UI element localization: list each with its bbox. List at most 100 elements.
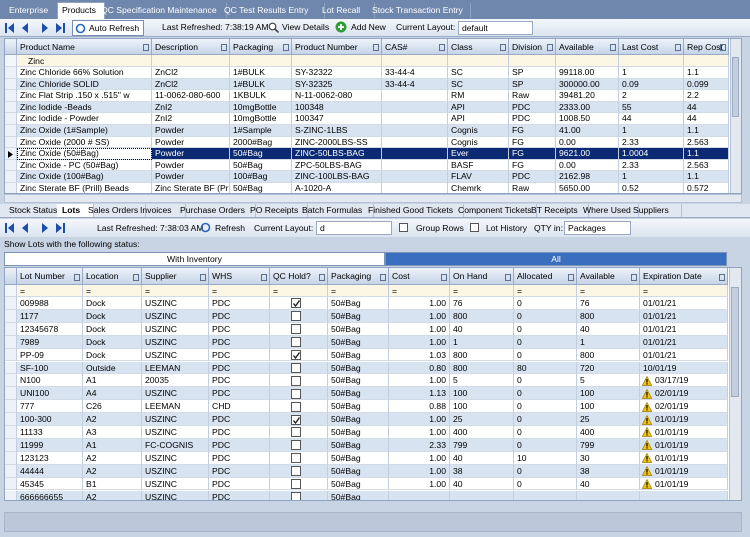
column-header[interactable]: Available	[556, 39, 619, 55]
grid-cell[interactable]: 10mgBottle	[230, 101, 292, 114]
row-selector[interactable]	[5, 136, 17, 149]
qc-hold-checkbox[interactable]	[291, 466, 301, 477]
horizontal-scrollbar[interactable]	[4, 194, 742, 203]
grid-cell[interactable]: Powder	[152, 125, 230, 137]
grid-cell[interactable]: 01/01/19	[640, 477, 728, 491]
grid-cell[interactable]: 0.572	[684, 183, 729, 193]
grid-cell[interactable]: CHD	[209, 400, 270, 414]
grid-cell[interactable]	[270, 426, 328, 439]
grid-cell[interactable]: 10	[514, 451, 577, 465]
grid-cell[interactable]: 100	[450, 387, 514, 401]
grid-cell[interactable]: 2000#Bag	[230, 136, 292, 149]
grid-cell[interactable]	[382, 113, 448, 125]
grid-cell[interactable]: 40	[577, 477, 640, 491]
qty-dropdown[interactable]: Packages	[564, 221, 631, 235]
grid-cell[interactable]: A2	[83, 451, 142, 465]
grid-cell[interactable]: 100347	[292, 113, 382, 125]
grid-cell[interactable]: SC	[448, 78, 509, 91]
row-selector[interactable]	[5, 335, 17, 349]
bottom-tab[interactable]: Sales Orders	[83, 204, 146, 217]
grid-cell[interactable]: 1#BULK	[230, 78, 292, 91]
grid-cell[interactable]: 799	[577, 438, 640, 452]
grid-cell[interactable]: PDC	[209, 322, 270, 336]
grid-cell[interactable]: Outside	[83, 361, 142, 375]
grid-cell[interactable]: 1.00	[389, 451, 450, 465]
grid-cell[interactable]: S-ZINC-1LBS	[292, 125, 382, 137]
grid-cell[interactable]: FG	[509, 136, 556, 149]
bottom-tab[interactable]: Finished Good Tickets	[363, 204, 464, 217]
grid-cell[interactable]: 40	[450, 477, 514, 491]
row-selector[interactable]	[5, 426, 17, 439]
qc-hold-checkbox[interactable]	[291, 453, 301, 464]
grid-cell[interactable]: 11-0062-080-600	[152, 90, 230, 102]
grid-cell[interactable]: Zinc Oxide (1#Sample)	[17, 125, 152, 137]
row-selector[interactable]	[5, 125, 17, 137]
qc-hold-checkbox[interactable]	[291, 298, 301, 309]
grid-cell[interactable]: Powder	[152, 148, 230, 160]
grid-cell[interactable]: 0	[514, 335, 577, 349]
grid-cell[interactable]: Zinc Oxide (100#Bag)	[17, 171, 152, 183]
grid-cell[interactable]: 1.03	[389, 348, 450, 362]
grid-cell[interactable]: 33-44-4	[382, 67, 448, 79]
grid-cell[interactable]: Zinc Chloride SOLID	[17, 78, 152, 91]
grid-cell[interactable]: USZINC	[142, 297, 209, 310]
scrollbar-thumb[interactable]	[732, 57, 739, 117]
grid-cell[interactable]: 11133	[17, 426, 83, 439]
filter-cell[interactable]: =	[270, 285, 328, 297]
auto-refresh-button[interactable]: Auto Refresh	[72, 20, 144, 36]
grid-cell[interactable]: ZINC-2000LBS-SS	[292, 136, 382, 149]
qc-hold-checkbox[interactable]	[291, 388, 301, 399]
row-selector[interactable]	[5, 67, 17, 79]
grid-cell[interactable]: A1	[83, 438, 142, 452]
grid-cell[interactable]: 50#Bag	[328, 413, 389, 426]
qc-hold-checkbox[interactable]	[291, 491, 301, 500]
column-header[interactable]: Last Cost	[619, 39, 684, 55]
grid-cell[interactable]: A-1020-A	[292, 183, 382, 193]
grid-cell[interactable]: 01/01/21	[640, 309, 728, 323]
grid-cell[interactable]: Dock	[83, 297, 142, 310]
grid-cell[interactable]: ZPC-50LBS-BAG	[292, 159, 382, 172]
grid-cell[interactable]: SY-32325	[292, 78, 382, 91]
column-header[interactable]: Product Number	[292, 39, 382, 55]
grid-cell[interactable]: 33-44-4	[382, 78, 448, 91]
grid-cell[interactable]: PDC	[209, 426, 270, 439]
grid-cell[interactable]: 10/01/19	[640, 361, 728, 375]
grid-cell[interactable]: 0	[514, 438, 577, 452]
grid-cell[interactable]: 50#Bag	[328, 451, 389, 465]
filter-cell[interactable]	[152, 55, 230, 67]
grid-cell[interactable]: 2.33	[389, 438, 450, 452]
filter-cell[interactable]: =	[17, 285, 83, 297]
top-tab[interactable]: Products	[57, 2, 105, 19]
grid-cell[interactable]: 100	[577, 387, 640, 401]
grid-cell[interactable]: 1	[619, 171, 684, 183]
grid-cell[interactable]: SC	[448, 67, 509, 79]
grid-cell[interactable]	[389, 490, 450, 500]
bottom-tab[interactable]: Suppliers	[628, 204, 682, 217]
layout-dropdown[interactable]: default	[458, 21, 533, 35]
grid-cell[interactable]: FG	[509, 148, 556, 160]
grid-cell[interactable]: API	[448, 101, 509, 114]
grid-cell[interactable]: 800	[450, 348, 514, 362]
grid-cell[interactable]: 2	[619, 90, 684, 102]
grid-cell[interactable]: 99118.00	[556, 67, 619, 79]
grid-cell[interactable]: USZINC	[142, 464, 209, 478]
bottom-tab[interactable]: Where Used	[578, 204, 639, 217]
grid-cell[interactable]: 2.563	[684, 159, 729, 172]
grid-cell[interactable]: 2.2	[684, 90, 729, 102]
grid-cell[interactable]: 02/01/19	[640, 400, 728, 414]
qc-hold-checkbox[interactable]	[291, 375, 301, 386]
grid-cell[interactable]: PDC	[209, 413, 270, 426]
grid-cell[interactable]: 50#Bag	[328, 297, 389, 310]
qc-hold-checkbox[interactable]	[291, 337, 301, 348]
grid-cell[interactable]: 2.563	[684, 136, 729, 149]
grid-cell[interactable]: 0.80	[389, 361, 450, 375]
grid-cell[interactable]: 100#Bag	[230, 171, 292, 183]
grid-cell[interactable]: 50#Bag	[328, 426, 389, 439]
grid-cell[interactable]: 50#Bag	[328, 387, 389, 401]
bottom-tab[interactable]: Component Tickets	[453, 204, 537, 217]
row-selector[interactable]	[5, 438, 17, 452]
grid-cell[interactable]: 0	[514, 387, 577, 401]
qc-hold-checkbox[interactable]	[291, 414, 301, 425]
filter-cell[interactable]	[382, 55, 448, 67]
grid-cell[interactable]: 1.1	[684, 171, 729, 183]
